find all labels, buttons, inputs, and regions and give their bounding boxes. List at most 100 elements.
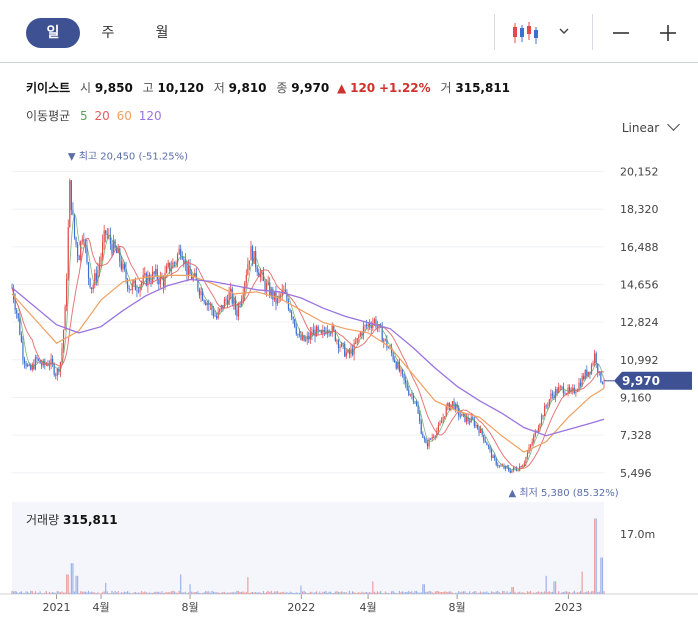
candle-body (245, 274, 247, 283)
candle-body (579, 382, 582, 387)
candle-body (23, 359, 26, 364)
candle-body (77, 244, 79, 257)
chart-type-button[interactable] (506, 16, 586, 50)
tab-weekly[interactable]: 주 (101, 25, 115, 41)
candle-body (295, 327, 297, 334)
candle-body (191, 274, 193, 280)
candle-body (392, 353, 394, 360)
candle-body (173, 262, 176, 264)
zoom-in-button[interactable] (648, 16, 688, 50)
candle-body (55, 374, 57, 376)
candle-body (423, 437, 425, 440)
candle-body (540, 415, 543, 424)
x-tick-label: 4월 (92, 601, 109, 614)
candle-body (583, 376, 585, 380)
candle-body (255, 251, 257, 268)
scale-selector[interactable]: Linear (622, 118, 680, 135)
candle-body (361, 332, 363, 336)
tab-monthly[interactable]: 월 (155, 25, 169, 41)
candlestick-icon (513, 22, 538, 44)
candle-body (106, 233, 108, 236)
candle-body (206, 303, 208, 305)
candle-body (134, 280, 136, 291)
candle-body (237, 304, 240, 317)
candle-body (47, 364, 49, 366)
candle-body (311, 332, 313, 336)
candle-body (567, 387, 569, 394)
candle-body (345, 352, 347, 357)
candle-body (155, 269, 157, 275)
candle-body (561, 386, 563, 388)
candle-body (489, 446, 491, 450)
candle-body (164, 272, 166, 287)
candle-body (426, 443, 429, 447)
candle-body (528, 447, 530, 453)
candle-body (228, 292, 230, 305)
candle-body (201, 291, 204, 301)
candle-body (94, 273, 96, 286)
candle-body (126, 279, 129, 289)
candle-body (53, 364, 55, 375)
candle-body (116, 248, 118, 254)
candle-body (292, 316, 294, 320)
x-tick-label: 8월 (181, 601, 198, 614)
candle-body (362, 326, 365, 336)
ma60-line (11, 274, 605, 453)
candle-body (576, 389, 579, 392)
x-tick-label: 4월 (360, 601, 377, 614)
candle-body (412, 394, 415, 402)
candle-body (417, 405, 419, 414)
candle-body (542, 415, 544, 417)
candle-body (548, 399, 550, 406)
zoom-out-button[interactable] (602, 16, 642, 50)
candle-body (276, 297, 279, 304)
tab-daily[interactable]: 일 (26, 18, 80, 48)
candle-body (405, 379, 407, 384)
candle-body (495, 458, 497, 465)
candle-body (523, 463, 525, 466)
candle-body (222, 305, 224, 309)
candle-body (275, 291, 277, 304)
candle-body (273, 291, 276, 300)
toolbar-divider (494, 14, 495, 50)
candle-body (372, 323, 374, 329)
candle-body (339, 346, 341, 348)
candle-body (239, 304, 241, 306)
candle-body (370, 326, 372, 329)
candle-body (112, 240, 115, 254)
candle-body (62, 330, 65, 349)
candle-body (419, 413, 421, 422)
candle-body (511, 470, 513, 473)
min-price-marker: ▲ 최저 5,380 (85.32%) (509, 487, 619, 499)
candle-body (130, 289, 132, 291)
candle-body (208, 303, 210, 305)
candle-body (58, 368, 60, 372)
candle-body (158, 279, 160, 285)
candle-body (544, 405, 546, 417)
candle-body (597, 363, 599, 373)
candle-body (562, 386, 564, 394)
candle-body (248, 260, 251, 265)
candle-body (589, 371, 591, 374)
candle-body (317, 326, 319, 331)
top-toolbar: 일 주 월 (0, 0, 698, 63)
candle-body (573, 387, 575, 394)
candle-body (298, 334, 301, 336)
candle-body (281, 290, 283, 296)
candle-body (558, 387, 560, 394)
candle-body (394, 359, 396, 363)
y-tick-label: 5,496 (620, 467, 652, 480)
candle-body (269, 282, 271, 297)
moving-average-legend: 이동평균 5 20 60 120 (26, 107, 165, 124)
candle-body (408, 389, 410, 396)
candle-body (508, 467, 510, 471)
candle-body (156, 269, 158, 280)
candle-body (380, 324, 382, 328)
candle-body (365, 325, 368, 327)
candle-body (465, 417, 468, 422)
candle-body (381, 327, 383, 343)
candle-body (189, 266, 191, 275)
candle-body (137, 291, 140, 292)
candle-body (598, 371, 600, 373)
candle-body (325, 331, 327, 334)
